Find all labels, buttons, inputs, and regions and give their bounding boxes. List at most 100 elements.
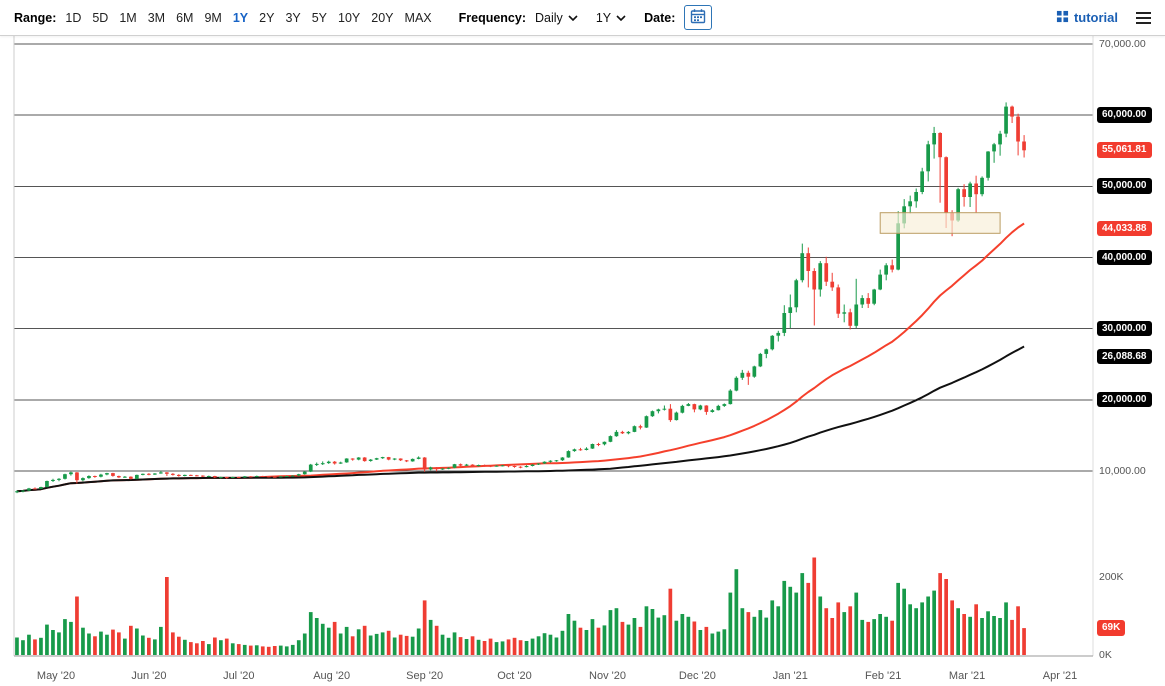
candle-body [482,465,487,466]
range-button-max[interactable]: MAX [404,10,432,25]
volume-bar [656,617,661,655]
annotation-rectangle[interactable] [879,212,1001,234]
range-button-1y[interactable]: 1Y [232,10,249,25]
volume-bar [93,636,97,655]
candle-body [410,458,415,462]
volume-bar [290,644,295,655]
x-axis-label: Dec '20 [679,670,716,682]
brand-logo[interactable]: tutorial [1056,10,1118,26]
candle-body [201,475,205,477]
volume-bar [602,625,607,655]
candle-body [854,304,859,326]
x-axis-label: Apr '21 [1043,670,1078,682]
candle-body [938,133,942,158]
candle-body [159,472,163,474]
brand-grid-icon [1056,10,1069,26]
candle-body [554,460,559,462]
range-button-9m[interactable]: 9M [204,10,222,25]
range-button-1d[interactable]: 1D [65,10,82,25]
candle-body [308,464,313,472]
volume-bar [165,577,169,655]
x-axis-label: Aug '20 [313,670,350,682]
candle-body [614,431,619,437]
range-button-1m[interactable]: 1M [119,10,137,25]
candle-body [470,464,475,466]
candle-body [788,307,793,313]
candle-body [818,263,823,290]
candle-body [626,431,631,434]
range-button-5d[interactable]: 5D [92,10,109,25]
volume-bar [195,643,199,655]
candlestick-chart[interactable]: May '20 Jun '20 Jul '20 Aug '20 Sep '20 Oct '… [0,36,1165,686]
candle-body [884,265,888,275]
candle-body [1016,116,1020,142]
range-button-2y[interactable]: 2Y [259,10,275,25]
candle-body [560,457,565,461]
volume-bar [722,629,727,655]
range-button-3y[interactable]: 3Y [285,10,301,25]
volume-bar [350,636,355,655]
candle-body [968,183,972,197]
frequency-select[interactable]: Daily [535,11,578,25]
candle-body [674,412,679,421]
volume-bar [968,616,972,655]
volume-bar [236,644,241,655]
candle-body [998,133,1002,145]
date-picker-button[interactable] [684,5,713,30]
volume-bar [404,635,409,655]
candle-body [800,253,805,281]
candle-body [740,372,745,378]
range-button-6m[interactable]: 6M [176,10,194,25]
candle-body [524,466,529,468]
candle-body [338,462,343,464]
candle-body [75,472,79,481]
candle-body [392,458,397,460]
candle-body [171,473,175,475]
volume-bar [674,620,679,655]
volume-bar [248,645,253,655]
candle-body [872,289,876,304]
range-button-5y[interactable]: 5Y [311,10,328,25]
candle-body [458,464,463,466]
range-button-20y[interactable]: 20Y [371,10,394,25]
x-axis-label: Feb '21 [865,670,901,682]
range-button-3m[interactable]: 3M [147,10,166,25]
volume-bar [254,645,259,656]
candle-body [668,408,673,421]
volume-bar [578,627,583,655]
volume-bar [63,619,67,655]
volume-bar [326,627,331,655]
period-value: 1Y [595,10,612,25]
range-button-10y[interactable]: 10Y [338,10,361,25]
volume-bar [476,639,481,655]
volume-bar [824,608,829,655]
ma-fast-line [16,222,1025,493]
candle-body [111,473,115,476]
volume-bar [344,626,349,655]
volume-bar [410,636,415,655]
candle-body [266,476,271,478]
volume-bar [75,596,79,655]
candle-body [87,476,91,479]
volume-bar [141,635,145,655]
hamburger-menu-icon[interactable] [1134,10,1153,26]
period-select[interactable]: 1Y [596,11,626,25]
volume-bar [974,604,978,655]
candle-body [704,405,709,412]
candle-body [219,477,223,478]
chart-area[interactable]: May '20 Jun '20 Jul '20 Aug '20 Sep '20 Oct '… [0,36,1165,686]
volume-bar [213,637,217,656]
frequency-label: Frequency: [458,10,527,25]
volume-bar [260,646,265,655]
candle-body [177,474,181,476]
candle-body [344,458,349,463]
volume-bar [926,596,930,655]
volume-bar [704,626,709,655]
candle-body [488,465,493,467]
candle-body [974,183,978,195]
volume-bar [680,614,685,655]
volume-bar [638,626,643,655]
candle-body [944,157,948,213]
volume-bar [860,619,865,655]
